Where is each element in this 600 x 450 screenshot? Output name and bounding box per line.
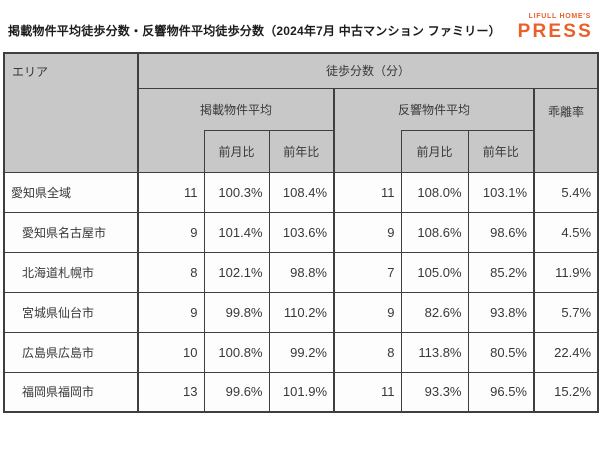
response-mom-cell: 105.0% (400, 251, 469, 293)
area-cell: 宮城県仙台市 (3, 291, 139, 333)
listed-mom-cell: 100.3% (203, 171, 270, 213)
header-response-yoy: 前年比 (467, 129, 535, 173)
response-mom-cell: 108.0% (400, 171, 469, 213)
response-mom-cell: 113.8% (400, 331, 469, 373)
listed-mom-cell: 100.8% (203, 331, 270, 373)
listed-value-cell: 9 (137, 211, 205, 253)
response-value-cell: 11 (333, 171, 402, 213)
area-cell: 広島県広島市 (3, 331, 139, 373)
area-cell: 愛知県名古屋市 (3, 211, 139, 253)
divergence-cell: 15.2% (532, 371, 599, 413)
response-value-cell: 7 (333, 251, 402, 293)
response-yoy-cell: 96.5% (467, 371, 535, 413)
table-row: 宮城県仙台市 9 99.8% 110.2% 9 82.6% 93.8% 5.7% (3, 291, 599, 333)
divergence-cell: 22.4% (532, 331, 599, 373)
page-title: 掲載物件平均徒歩分数・反響物件平均徒歩分数（2024年7月 中古マンション ファ… (8, 24, 501, 38)
walk-minutes-table: エリア 徒歩分数（分） 掲載物件平均 反響物件平均 乖離率 前月比 前年比 前月… (3, 52, 600, 413)
area-cell: 福岡県福岡市 (3, 371, 139, 413)
lifull-homes-press-logo: LIFULL HOME'S PRESS (518, 13, 591, 41)
response-yoy-cell: 85.2% (467, 251, 535, 293)
listed-mom-cell: 99.6% (203, 371, 270, 413)
response-mom-cell: 108.6% (400, 211, 469, 253)
header-listed-mom: 前月比 (203, 129, 270, 173)
response-yoy-cell: 103.1% (467, 171, 535, 213)
listed-value-cell: 10 (137, 331, 205, 373)
header-spacer-listed (137, 130, 205, 173)
listed-mom-cell: 99.8% (203, 291, 270, 333)
listed-value-cell: 11 (137, 171, 205, 213)
header-divergence-rate: 乖離率 (532, 87, 599, 173)
response-value-cell: 9 (333, 211, 402, 253)
response-mom-cell: 82.6% (400, 291, 469, 333)
listed-value-cell: 9 (137, 291, 205, 333)
response-yoy-cell: 93.8% (467, 291, 535, 333)
header-walk-minutes: 徒歩分数（分） (136, 52, 599, 89)
divergence-cell: 5.7% (532, 291, 599, 333)
listed-yoy-cell: 103.6% (268, 211, 335, 253)
header-listed-yoy: 前年比 (268, 129, 335, 173)
table-row: 愛知県名古屋市 9 101.4% 103.6% 9 108.6% 98.6% 4… (3, 211, 599, 253)
response-value-cell: 8 (333, 331, 402, 373)
logo-lifull-homes-text: LIFULL HOME'S (528, 13, 591, 20)
area-cell: 愛知県全域 (3, 171, 139, 213)
listed-yoy-cell: 101.9% (268, 371, 335, 413)
listed-value-cell: 8 (137, 251, 205, 293)
response-mom-cell: 93.3% (400, 371, 469, 413)
response-value-cell: 9 (333, 291, 402, 333)
header-listed-average: 掲載物件平均 (137, 87, 335, 130)
listed-value-cell: 13 (137, 371, 205, 413)
divergence-cell: 5.4% (532, 171, 599, 213)
listed-yoy-cell: 98.8% (268, 251, 335, 293)
header-response-average: 反響物件平均 (333, 87, 535, 130)
header-response-mom: 前月比 (400, 129, 469, 173)
divergence-cell: 4.5% (532, 211, 599, 253)
response-value-cell: 11 (333, 371, 402, 413)
response-yoy-cell: 98.6% (467, 211, 535, 253)
area-cell: 北海道札幌市 (3, 251, 139, 293)
listed-yoy-cell: 99.2% (268, 331, 335, 373)
listed-mom-cell: 101.4% (203, 211, 270, 253)
logo-press-text: PRESS (517, 21, 593, 42)
header-area: エリア (3, 52, 139, 173)
response-yoy-cell: 80.5% (467, 331, 535, 373)
listed-mom-cell: 102.1% (203, 251, 270, 293)
header-spacer-response (333, 130, 402, 173)
table-row: 広島県広島市 10 100.8% 99.2% 8 113.8% 80.5% 22… (3, 331, 599, 373)
table-row: 愛知県全域 11 100.3% 108.4% 11 108.0% 103.1% … (3, 171, 599, 213)
listed-yoy-cell: 108.4% (268, 171, 335, 213)
table-row: 福岡県福岡市 13 99.6% 101.9% 11 93.3% 96.5% 15… (3, 371, 599, 413)
table-row: 北海道札幌市 8 102.1% 98.8% 7 105.0% 85.2% 11.… (3, 251, 599, 293)
listed-yoy-cell: 110.2% (268, 291, 335, 333)
divergence-cell: 11.9% (532, 251, 599, 293)
